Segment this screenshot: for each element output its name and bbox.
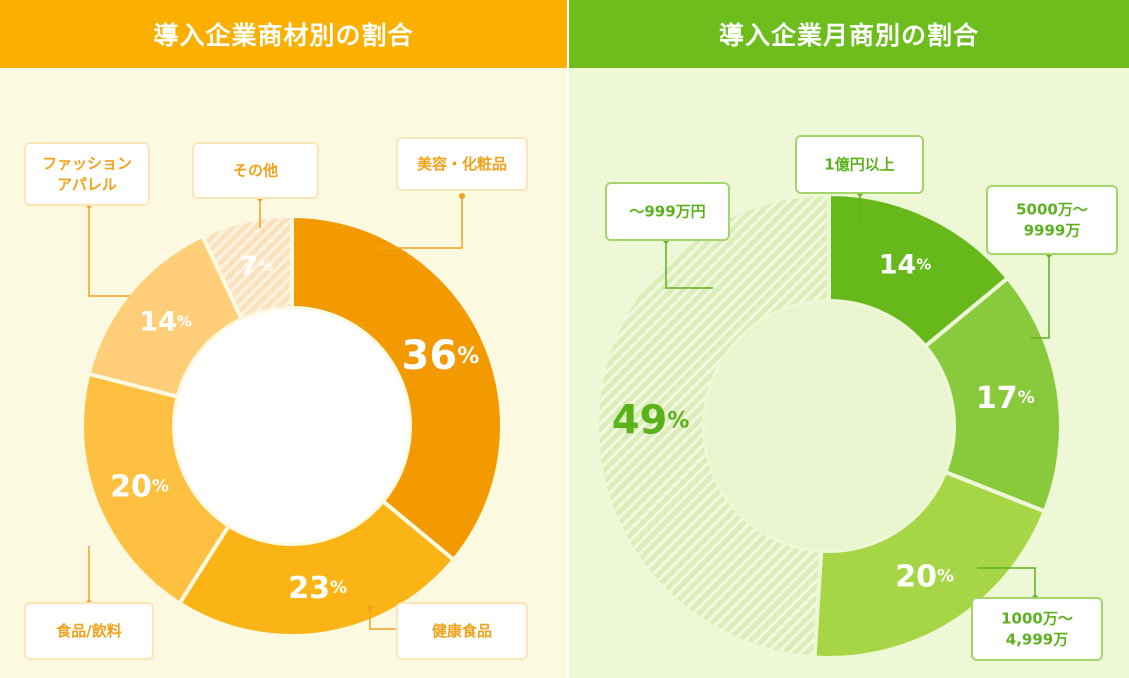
category-label-text: 5000万〜 9999万 [1016, 201, 1088, 240]
label-box [795, 135, 924, 194]
slice-segment [812, 470, 1047, 660]
slice-value-label: 7% [239, 250, 273, 281]
category-label-text: 〜999万円 [629, 203, 705, 221]
category-label-text: 1000万〜 4,999万 [1001, 610, 1073, 649]
slice-segment [200, 214, 294, 322]
slice-0-0: 36% [290, 214, 504, 562]
category-label-1-0: 1億円以上 [795, 135, 924, 223]
leader-dot [367, 605, 373, 611]
category-label-text: 1億円以上 [824, 156, 894, 174]
label-box [986, 185, 1118, 255]
revenue-chart-title: 導入企業月商別の割合 [569, 0, 1129, 68]
slice-value-label: 49% [612, 397, 690, 443]
donut-hole [705, 302, 953, 550]
leader-dot [459, 193, 465, 199]
revenue-donut-chart: 14% 17% 20% 49% 1億円以上 5000万〜 9999万 1000万〜 4,999万… [595, 135, 1118, 661]
slice-0-1: 23% [177, 499, 456, 638]
label-box [605, 182, 730, 241]
category-label-0-4: その他 [192, 142, 319, 228]
category-label-text: ファッションアパレル [42, 155, 132, 194]
slice-0-2: 20% [80, 371, 231, 606]
category-label-0-3: ファッションアパレル [24, 142, 150, 297]
slice-segment [827, 192, 1010, 349]
slice-value-label: 17% [976, 381, 1035, 416]
slice-value-label: 23% [288, 570, 347, 605]
category-chart-title: 導入企業商材別の割合 [0, 0, 567, 68]
revenue-panel: 導入企業月商別の割合 14% 17% 20% 49% 1億円以上 5000万〜 9999万 1… [569, 0, 1129, 678]
slice-1-2: 20% [812, 470, 1047, 660]
leader-line [977, 567, 1036, 598]
leader-line [1031, 254, 1050, 339]
leader-line [88, 205, 130, 297]
label-box [24, 142, 150, 206]
slice-segment [177, 499, 456, 638]
slice-segment [923, 276, 1063, 514]
slice-0-4: 7% [200, 214, 294, 322]
category-label-text: 健康食品 [432, 622, 492, 640]
category-label-text: その他 [233, 162, 278, 180]
category-label-1-2: 1000万〜 4,999万 [971, 567, 1103, 661]
category-label-1-3: 〜999万円 [605, 182, 730, 289]
slice-value-label: 20% [110, 469, 169, 504]
leader-line [369, 608, 397, 630]
slice-segment [80, 371, 231, 606]
category-label-0-1: 健康食品 [367, 602, 528, 660]
label-box [192, 142, 319, 199]
slice-1-3: 49% [595, 192, 831, 660]
slice-value-label: 20% [895, 559, 954, 594]
slice-value-label: 14% [139, 306, 192, 337]
leader-line [378, 196, 463, 249]
category-label-text: 美容・化粧品 [417, 155, 507, 173]
category-label-0-0: 美容・化粧品 [378, 137, 528, 249]
category-label-1-1: 5000万〜 9999万 [986, 185, 1118, 339]
label-box [24, 602, 154, 660]
slice-segment [595, 192, 831, 660]
slice-value-label: 36% [402, 333, 480, 379]
slice-segment [290, 214, 504, 562]
label-box [971, 597, 1103, 661]
leader-line [665, 240, 713, 289]
slice-1-0: 14% [827, 192, 1010, 349]
category-panel: 導入企業商材別の割合 36% 23% 20% 14% 7% 美容・化粧品 健康食品 食品/飲料… [0, 0, 567, 678]
slice-1-1: 17% [923, 276, 1063, 514]
donut-hole [175, 309, 409, 543]
category-label-text: 食品/飲料 [56, 622, 121, 640]
label-box [396, 137, 528, 191]
slice-value-label: 14% [879, 249, 932, 280]
label-box [396, 602, 528, 660]
category-label-0-2: 食品/飲料 [24, 546, 154, 660]
